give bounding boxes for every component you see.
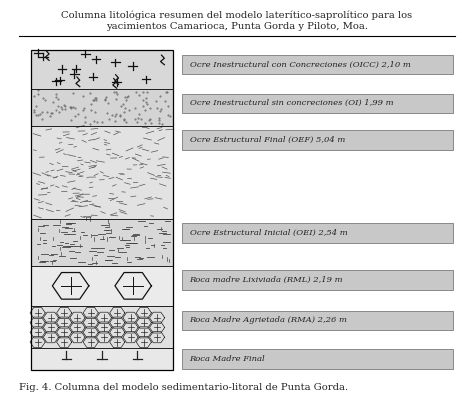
Bar (182, 94, 453, 113)
Text: Fig. 4. Columna del modelo sedimentario-litoral de Punta Gorda.: Fig. 4. Columna del modelo sedimentario-… (19, 383, 348, 392)
Bar (31, 348, 173, 370)
Bar (182, 130, 453, 150)
Bar (182, 349, 453, 368)
Text: Ocre Estructural Final (OEF) 5,04 m: Ocre Estructural Final (OEF) 5,04 m (190, 136, 345, 144)
Text: Ocre Inestructural con Concreciones (OICC) 2,10 m: Ocre Inestructural con Concreciones (OIC… (190, 60, 410, 68)
Text: Roca Madre Agrietada (RMA) 2,26 m: Roca Madre Agrietada (RMA) 2,26 m (190, 316, 347, 324)
Bar (31, 219, 173, 266)
Text: Roca madre Lixiviada (RML) 2,19 m: Roca madre Lixiviada (RML) 2,19 m (190, 276, 343, 284)
Bar (31, 50, 173, 370)
Bar (31, 306, 173, 348)
Text: yacimientos Camarioca, Punta Gorda y Piloto, Moa.: yacimientos Camarioca, Punta Gorda y Pil… (106, 22, 368, 31)
Bar (31, 266, 173, 306)
Bar (31, 50, 173, 89)
Bar (182, 311, 453, 330)
Bar (182, 55, 453, 74)
Text: Roca Madre Final: Roca Madre Final (190, 355, 265, 363)
Bar (182, 270, 453, 290)
Bar (31, 89, 173, 126)
Bar (182, 224, 453, 243)
Text: Ocre Inestructural sin concreciones (OI) 1,99 m: Ocre Inestructural sin concreciones (OI)… (190, 99, 393, 107)
Text: Ocre Estructural Inicial (OEI) 2,54 m: Ocre Estructural Inicial (OEI) 2,54 m (190, 229, 347, 237)
Bar (31, 126, 173, 219)
Text: Columna litológica resumen del modelo laterítico-saprolítico para los: Columna litológica resumen del modelo la… (62, 10, 412, 20)
